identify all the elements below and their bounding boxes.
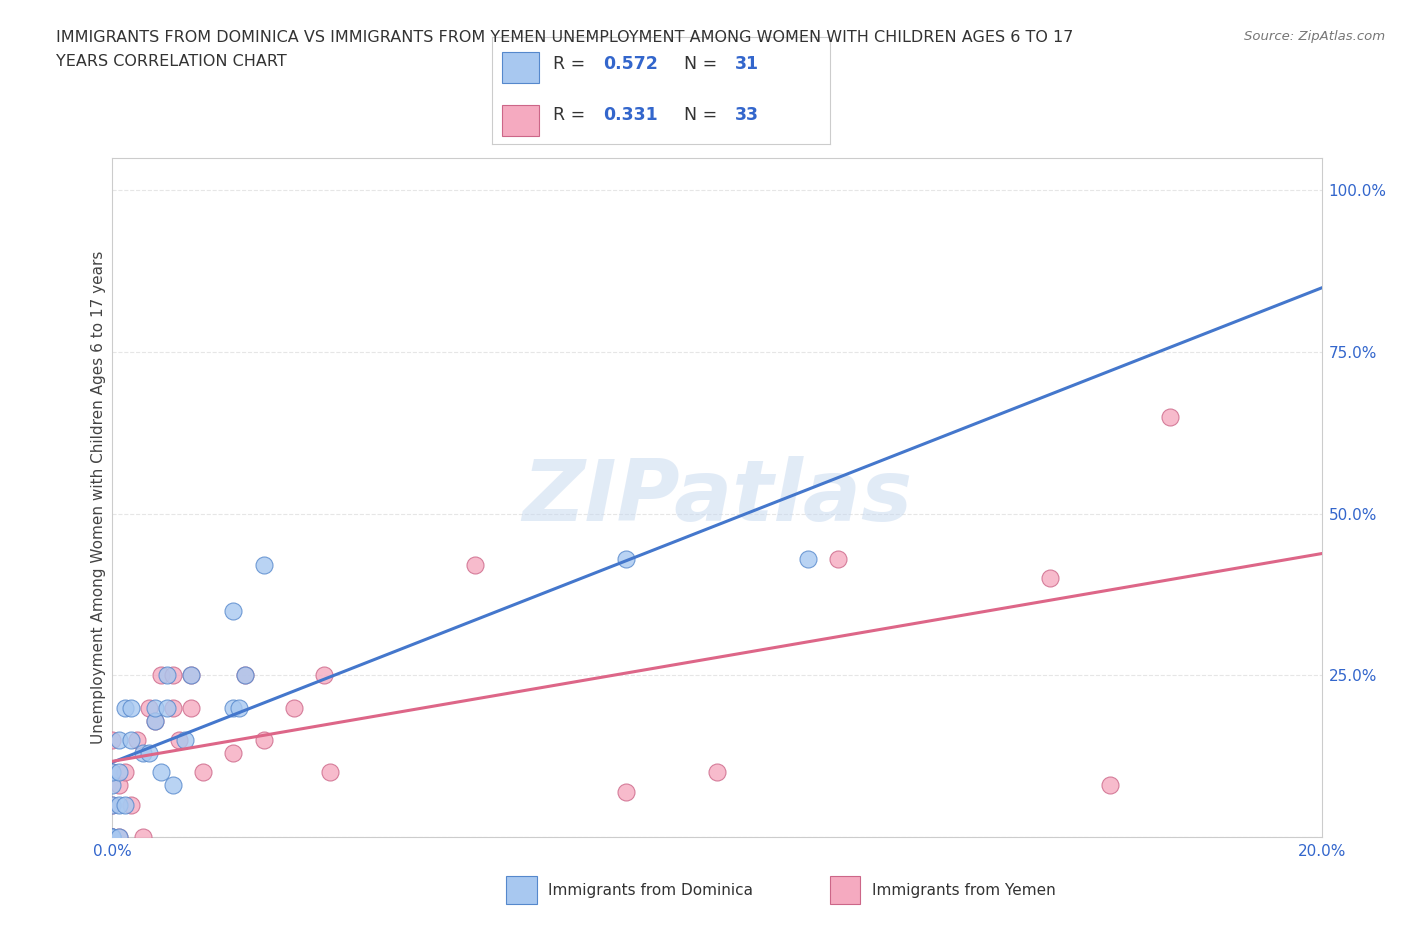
Point [464, 558, 486, 573]
Text: R =: R = [553, 55, 591, 73]
Point [101, 830, 124, 844]
Point [120, 797, 142, 812]
Point [101, 764, 124, 779]
Point [253, 733, 276, 748]
Point [114, 700, 136, 715]
Text: ZIPatlas: ZIPatlas [522, 456, 912, 539]
Point [616, 551, 638, 566]
Text: 0.572: 0.572 [603, 55, 658, 73]
Point [107, 797, 129, 812]
Point [149, 764, 172, 779]
Point [114, 764, 136, 779]
Point [222, 604, 245, 618]
Point [174, 733, 197, 748]
Point [827, 551, 849, 566]
Text: IMMIGRANTS FROM DOMINICA VS IMMIGRANTS FROM YEMEN UNEMPLOYMENT AMONG WOMEN WITH : IMMIGRANTS FROM DOMINICA VS IMMIGRANTS F… [56, 30, 1074, 45]
Point [162, 777, 184, 792]
Point [101, 797, 124, 812]
Text: YEARS CORRELATION CHART: YEARS CORRELATION CHART [56, 54, 287, 69]
Point [156, 700, 179, 715]
Point [101, 830, 124, 844]
Point [235, 668, 257, 683]
Point [1159, 409, 1181, 424]
Y-axis label: Unemployment Among Women with Children Ages 6 to 17 years: Unemployment Among Women with Children A… [91, 251, 105, 744]
Point [120, 733, 142, 748]
Point [283, 700, 305, 715]
Text: Immigrants from Yemen: Immigrants from Yemen [872, 883, 1056, 897]
Point [101, 777, 124, 792]
Point [191, 764, 214, 779]
Point [107, 733, 129, 748]
Point [222, 700, 245, 715]
Point [101, 797, 124, 812]
Text: R =: R = [553, 106, 591, 125]
Point [143, 700, 166, 715]
Point [101, 733, 124, 748]
Text: 0.331: 0.331 [603, 106, 658, 125]
Point [616, 784, 638, 799]
Point [156, 668, 179, 683]
Point [319, 764, 342, 779]
FancyBboxPatch shape [502, 52, 540, 83]
Point [1098, 777, 1121, 792]
Point [114, 797, 136, 812]
Text: N =: N = [685, 106, 723, 125]
Point [101, 764, 124, 779]
Point [107, 777, 129, 792]
Point [222, 746, 245, 761]
Point [180, 668, 202, 683]
Point [143, 713, 166, 728]
Point [101, 830, 124, 844]
Point [107, 830, 129, 844]
Point [149, 668, 172, 683]
Point [228, 700, 250, 715]
Text: Immigrants from Dominica: Immigrants from Dominica [548, 883, 754, 897]
Point [101, 830, 124, 844]
Point [167, 733, 190, 748]
Point [101, 830, 124, 844]
Point [138, 700, 160, 715]
Point [706, 764, 728, 779]
Point [314, 668, 336, 683]
Text: N =: N = [685, 55, 723, 73]
Point [180, 668, 202, 683]
Point [143, 713, 166, 728]
FancyBboxPatch shape [502, 105, 540, 136]
Point [796, 551, 818, 566]
Text: 31: 31 [735, 55, 759, 73]
Point [120, 700, 142, 715]
Point [1038, 571, 1062, 586]
Point [253, 558, 276, 573]
Point [107, 764, 129, 779]
Point [180, 700, 202, 715]
Point [132, 830, 155, 844]
Point [162, 700, 184, 715]
Point [162, 668, 184, 683]
Point [138, 746, 160, 761]
Point [107, 830, 129, 844]
Text: 33: 33 [735, 106, 759, 125]
Point [235, 668, 257, 683]
Text: Source: ZipAtlas.com: Source: ZipAtlas.com [1244, 30, 1385, 43]
Point [125, 733, 148, 748]
Point [132, 746, 155, 761]
